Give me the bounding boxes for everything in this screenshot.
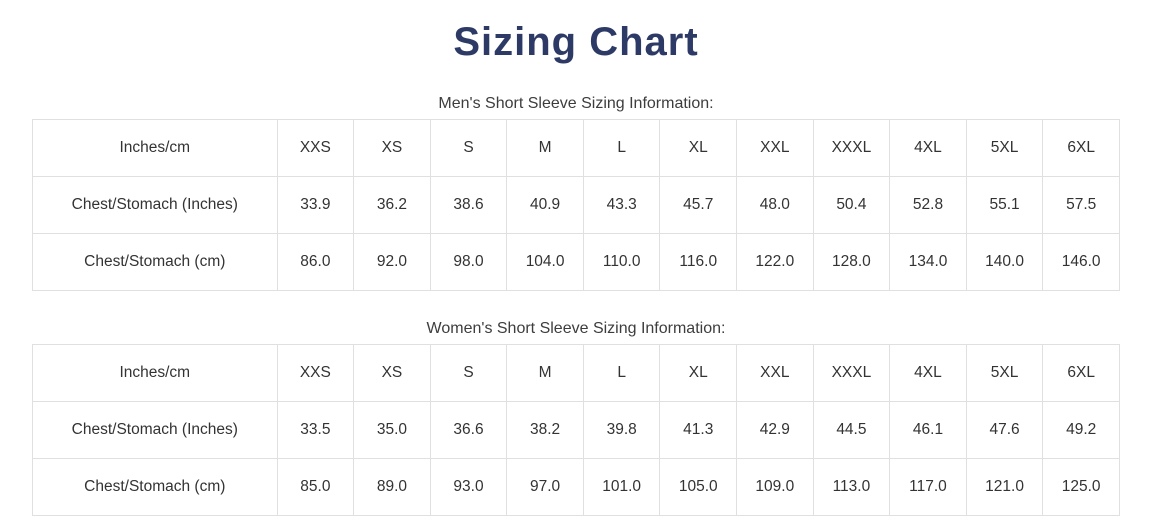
size-value-cell: 50.4 <box>812 176 891 235</box>
header-row: Inches/cm XXS XS S M L XL XXL XXXL 4XL 5XL 6XL <box>32 119 1120 178</box>
size-header-cell: XS <box>353 119 431 178</box>
size-value-cell: 104.0 <box>506 233 584 292</box>
table-row: Chest/Stomach (cm) 85.0 89.0 93.0 97.0 101.0 1… <box>32 458 1120 517</box>
row-label: Chest/Stomach (Inches) <box>32 401 278 460</box>
size-value-cell: 117.0 <box>889 458 967 517</box>
table-header: Inches/cm XXS XS S M L XL XXL XXXL 4XL 5XL 6XL <box>32 344 1120 403</box>
size-value-cell: 38.6 <box>429 176 508 235</box>
row-label: Chest/Stomach (cm) <box>32 233 278 292</box>
size-value-cell: 116.0 <box>659 233 738 292</box>
size-header-cell: M <box>506 119 584 178</box>
size-header-cell: 5XL <box>965 344 1044 403</box>
table-row: Chest/Stomach (cm) 86.0 92.0 98.0 104.0 110.0… <box>32 233 1120 292</box>
size-value-cell: 85.0 <box>276 458 355 517</box>
section-heading: Men's Short Sleeve Sizing Information: <box>438 95 714 112</box>
size-value-cell: 121.0 <box>965 458 1044 517</box>
header-row: Inches/cm XXS XS S M L XL XXL XXXL 4XL 5XL 6XL <box>32 344 1120 403</box>
page-title: Sizing Chart <box>453 20 699 64</box>
size-value-cell: 146.0 <box>1042 233 1120 292</box>
table-body: Chest/Stomach (Inches) 33.5 35.0 36.6 38.2 39… <box>32 401 1120 517</box>
size-value-cell: 97.0 <box>506 458 584 517</box>
size-value-cell: 52.8 <box>889 176 967 235</box>
size-header-cell: M <box>506 344 584 403</box>
unit-header-cell: Inches/cm <box>32 344 278 403</box>
size-header-cell: L <box>582 119 661 178</box>
sizing-table: Inches/cm XXS XS S M L XL XXL XXXL 4XL 5XL 6XL Chest… <box>32 344 1120 517</box>
size-header-cell: XXXL <box>812 119 891 178</box>
size-header-cell: L <box>582 344 661 403</box>
size-value-cell: 109.0 <box>736 458 814 517</box>
size-header-cell: S <box>429 344 508 403</box>
size-header-cell: XXL <box>736 344 814 403</box>
size-header-cell: 6XL <box>1042 119 1120 178</box>
sizing-table: Inches/cm XXS XS S M L XL XXL XXXL 4XL 5XL 6XL Chest… <box>32 119 1120 292</box>
tables-container: Men's Short Sleeve Sizing Information: In… <box>0 94 1152 517</box>
size-value-cell: 92.0 <box>353 233 431 292</box>
size-header-cell: XXS <box>276 119 355 178</box>
size-header-cell: 4XL <box>889 119 967 178</box>
size-value-cell: 128.0 <box>812 233 891 292</box>
size-value-cell: 44.5 <box>812 401 891 460</box>
table-header: Inches/cm XXS XS S M L XL XXL XXXL 4XL 5XL 6XL <box>32 119 1120 178</box>
size-value-cell: 48.0 <box>736 176 814 235</box>
size-value-cell: 41.3 <box>659 401 738 460</box>
size-header-cell: XXL <box>736 119 814 178</box>
size-value-cell: 134.0 <box>889 233 967 292</box>
size-value-cell: 113.0 <box>812 458 891 517</box>
row-label: Chest/Stomach (Inches) <box>32 176 278 235</box>
table-row: Chest/Stomach (Inches) 33.9 36.2 38.6 40.9 43… <box>32 176 1120 235</box>
size-header-cell: XXXL <box>812 344 891 403</box>
size-value-cell: 38.2 <box>506 401 584 460</box>
size-value-cell: 89.0 <box>353 458 431 517</box>
row-label: Chest/Stomach (cm) <box>32 458 278 517</box>
size-header-cell: S <box>429 119 508 178</box>
table-row: Chest/Stomach (Inches) 33.5 35.0 36.6 38.2 39… <box>32 401 1120 460</box>
size-value-cell: 93.0 <box>429 458 508 517</box>
size-value-cell: 47.6 <box>965 401 1044 460</box>
size-header-cell: XL <box>659 344 738 403</box>
size-value-cell: 49.2 <box>1042 401 1120 460</box>
size-value-cell: 105.0 <box>659 458 738 517</box>
size-value-cell: 36.6 <box>429 401 508 460</box>
size-header-cell: XL <box>659 119 738 178</box>
size-value-cell: 98.0 <box>429 233 508 292</box>
size-value-cell: 36.2 <box>353 176 431 235</box>
size-header-cell: XXS <box>276 344 355 403</box>
size-header-cell: 6XL <box>1042 344 1120 403</box>
size-value-cell: 101.0 <box>582 458 661 517</box>
size-value-cell: 110.0 <box>582 233 661 292</box>
size-value-cell: 33.5 <box>276 401 355 460</box>
sizing-table-section: Women's Short Sleeve Sizing Information:… <box>0 319 1152 517</box>
size-value-cell: 86.0 <box>276 233 355 292</box>
size-value-cell: 55.1 <box>965 176 1044 235</box>
size-value-cell: 42.9 <box>736 401 814 460</box>
size-value-cell: 125.0 <box>1042 458 1120 517</box>
size-value-cell: 39.8 <box>582 401 661 460</box>
size-value-cell: 122.0 <box>736 233 814 292</box>
unit-header-cell: Inches/cm <box>32 119 278 178</box>
size-value-cell: 33.9 <box>276 176 355 235</box>
size-value-cell: 35.0 <box>353 401 431 460</box>
size-value-cell: 46.1 <box>889 401 967 460</box>
size-value-cell: 40.9 <box>506 176 584 235</box>
size-value-cell: 57.5 <box>1042 176 1120 235</box>
sizing-table-section: Men's Short Sleeve Sizing Information: In… <box>0 94 1152 292</box>
size-value-cell: 140.0 <box>965 233 1044 292</box>
section-heading: Women's Short Sleeve Sizing Information: <box>426 320 726 338</box>
size-header-cell: 4XL <box>889 344 967 403</box>
table-body: Chest/Stomach (Inches) 33.9 36.2 38.6 40.9 43… <box>32 176 1120 292</box>
size-header-cell: 5XL <box>965 119 1044 178</box>
size-header-cell: XS <box>353 344 431 403</box>
size-value-cell: 43.3 <box>582 176 661 235</box>
size-value-cell: 45.7 <box>659 176 738 235</box>
